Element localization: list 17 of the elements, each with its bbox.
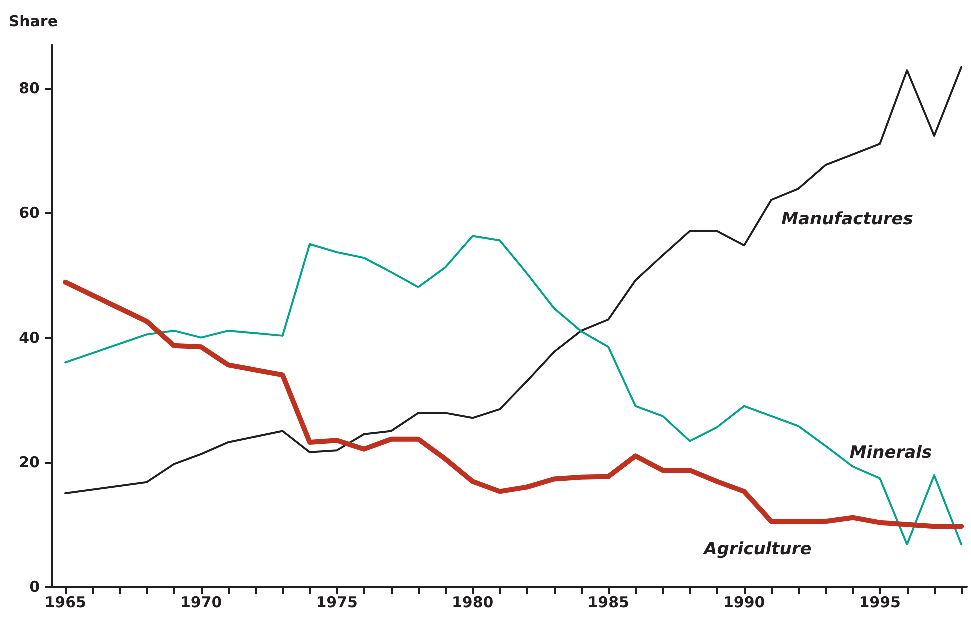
series-label: Manufactures xyxy=(782,209,914,230)
y-tick-label: 40 xyxy=(19,328,40,347)
x-tick-label: 1980 xyxy=(452,594,494,612)
x-tick-label: 1970 xyxy=(180,594,222,612)
line-series xyxy=(64,66,963,495)
y-tick-label: 60 xyxy=(19,204,40,222)
x-tick-label: 1995 xyxy=(859,594,901,612)
series-label: Agriculture xyxy=(702,540,812,560)
x-tick-label: 1990 xyxy=(723,594,766,612)
x-tick-label: 1985 xyxy=(588,594,630,612)
y-axis-title: Share xyxy=(8,12,58,30)
x-tick-label: 1975 xyxy=(316,594,358,612)
y-tick-label: 80 xyxy=(19,80,40,98)
x-tick-label: 1965 xyxy=(44,594,86,612)
y-tick-label: 20 xyxy=(19,453,40,472)
y-tick-label: 0 xyxy=(30,578,40,596)
series-label: Minerals xyxy=(850,443,932,464)
